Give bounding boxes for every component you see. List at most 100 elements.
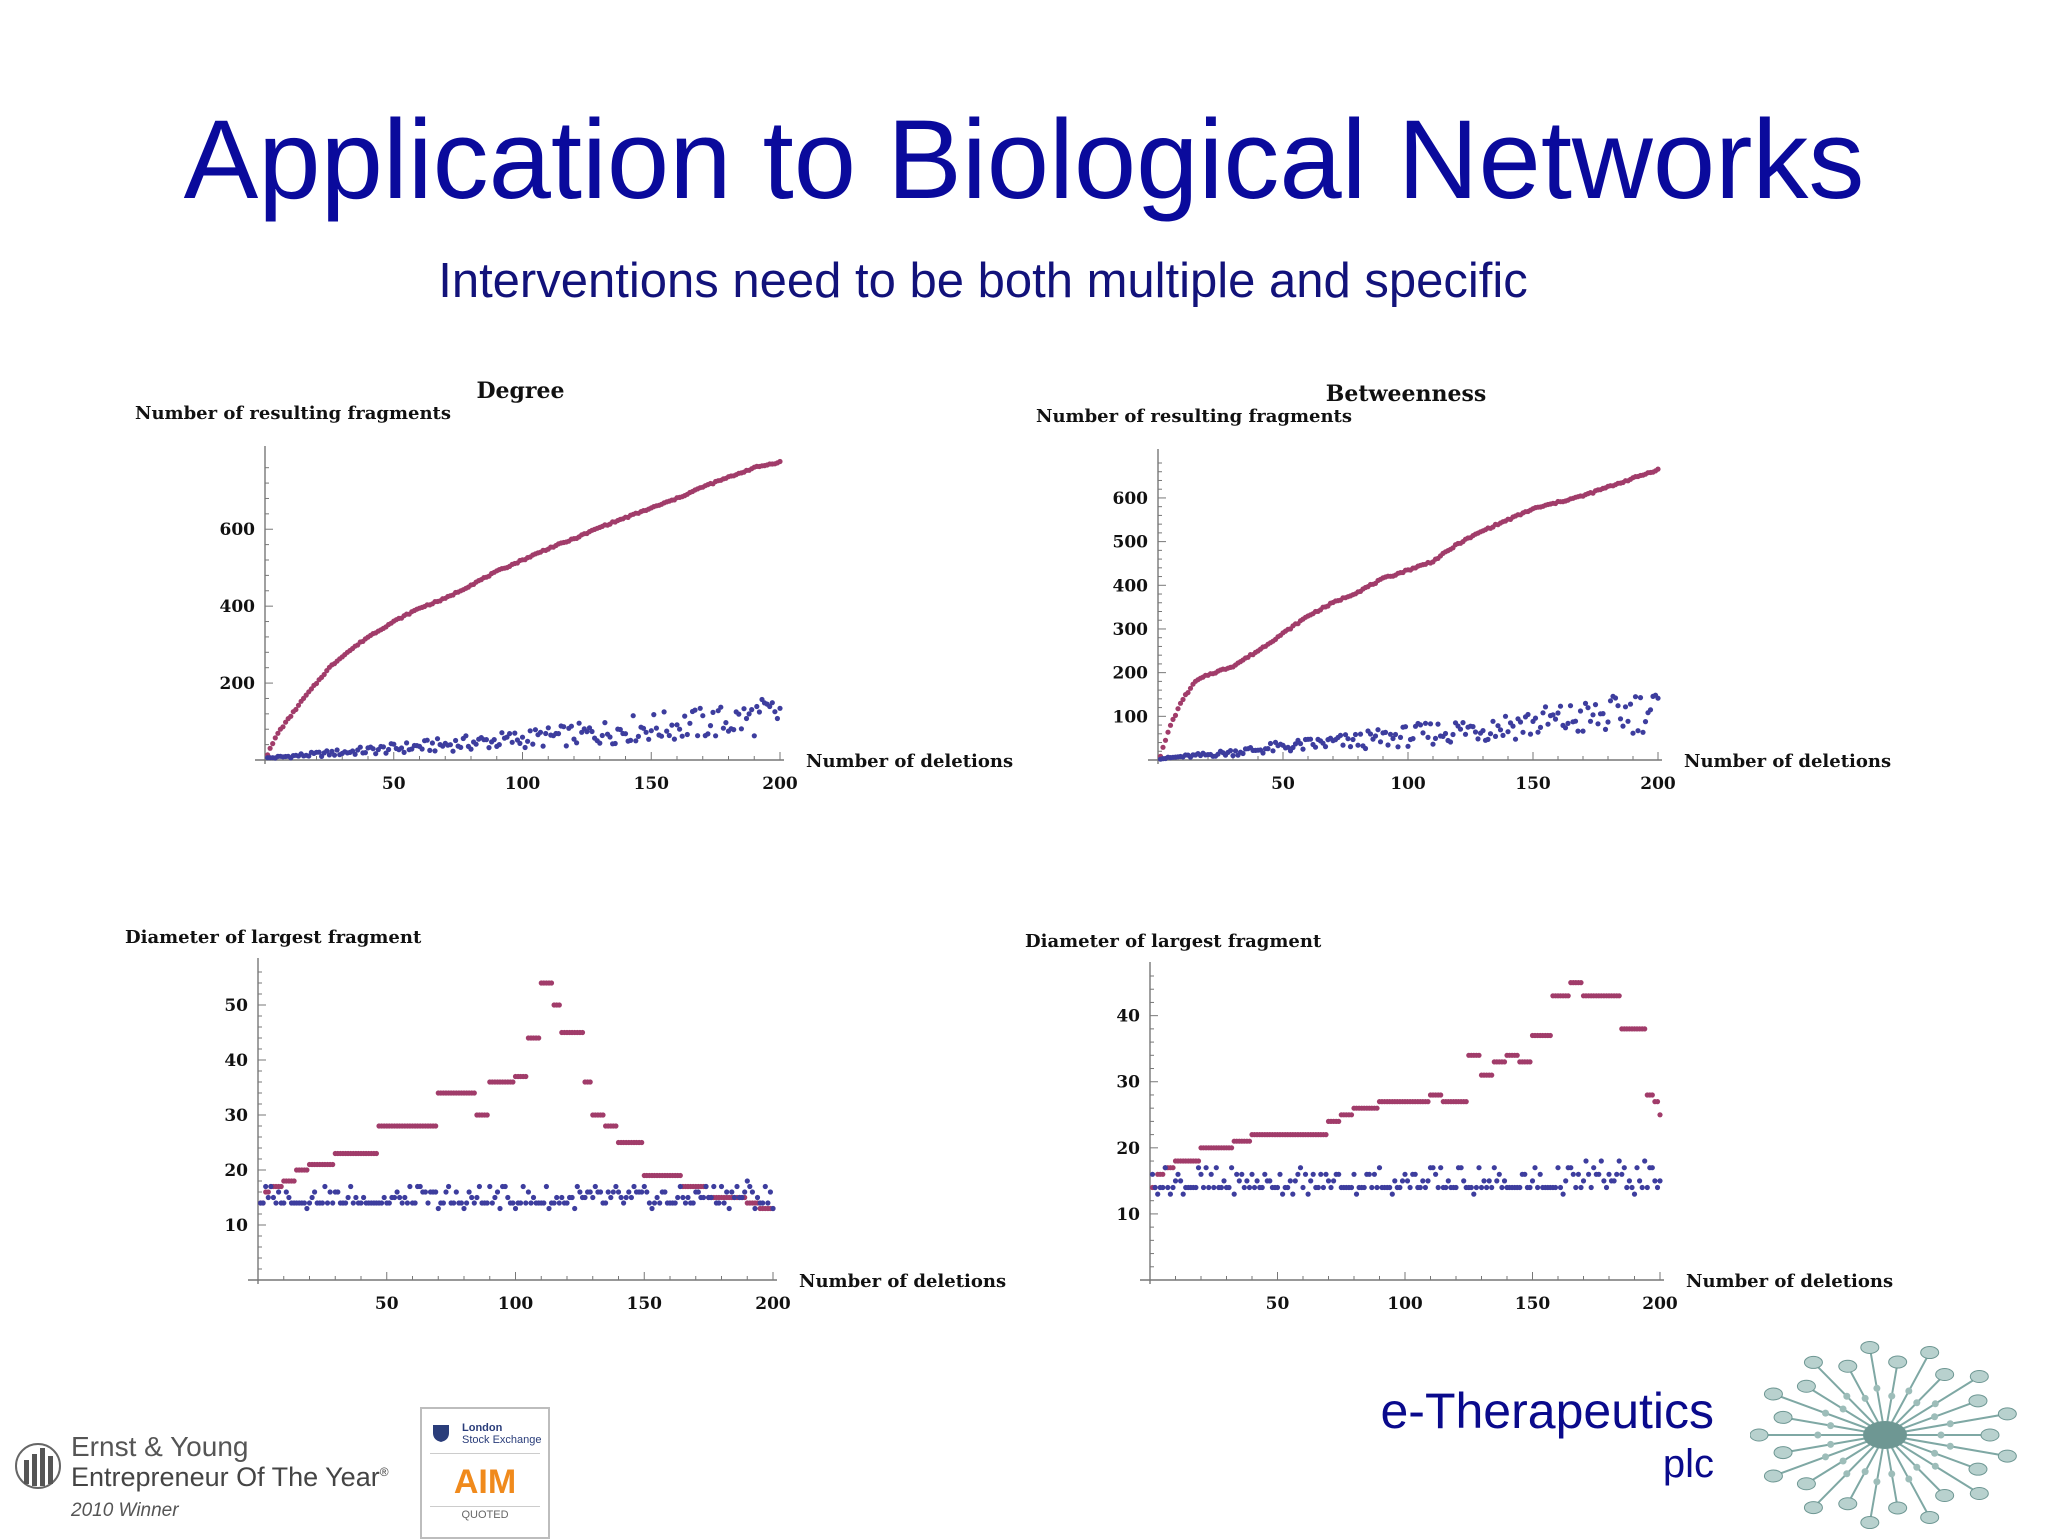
targeted-point bbox=[311, 682, 317, 689]
targeted-point bbox=[1461, 1099, 1467, 1105]
random-point bbox=[299, 1200, 305, 1206]
targeted-point bbox=[440, 596, 446, 602]
targeted-point bbox=[767, 461, 773, 467]
company-brand: e-Therapeutics plc bbox=[1381, 1383, 1715, 1489]
random-point bbox=[1505, 729, 1511, 735]
random-point bbox=[314, 1200, 320, 1206]
targeted-point bbox=[1458, 1099, 1464, 1105]
random-point bbox=[581, 726, 587, 732]
targeted-point bbox=[708, 1194, 714, 1201]
random-point bbox=[291, 1200, 297, 1206]
random-point bbox=[1417, 1184, 1423, 1191]
random-point bbox=[476, 1183, 482, 1190]
targeted-point bbox=[662, 1172, 668, 1179]
targeted-point bbox=[723, 475, 729, 481]
random-point bbox=[690, 1200, 696, 1206]
random-point bbox=[615, 1189, 622, 1195]
targeted-point bbox=[1440, 1099, 1446, 1105]
targeted-point bbox=[404, 1123, 410, 1129]
targeted-point bbox=[1313, 1132, 1319, 1138]
random-point bbox=[273, 1200, 279, 1206]
random-point bbox=[1555, 710, 1561, 716]
random-point bbox=[1372, 733, 1379, 739]
targeted-point bbox=[1550, 993, 1556, 999]
targeted-point bbox=[337, 656, 343, 662]
random-point bbox=[1162, 755, 1169, 762]
random-point bbox=[283, 1189, 289, 1195]
random-point bbox=[1478, 1184, 1485, 1191]
random-point bbox=[1614, 1171, 1620, 1177]
random-point bbox=[502, 1183, 508, 1190]
random-point bbox=[1230, 753, 1236, 759]
targeted-point bbox=[1505, 516, 1511, 522]
targeted-point bbox=[1465, 535, 1471, 541]
x-tick-label: 200 bbox=[762, 774, 798, 794]
random-point bbox=[522, 744, 528, 751]
random-point bbox=[746, 711, 752, 717]
logo-inner-node bbox=[1931, 1462, 1939, 1470]
targeted-point bbox=[1167, 722, 1174, 728]
random-point bbox=[1380, 730, 1386, 736]
random-point bbox=[568, 723, 575, 729]
random-point bbox=[1229, 1165, 1235, 1171]
targeted-point bbox=[260, 1200, 266, 1206]
random-point bbox=[1310, 741, 1316, 748]
random-point bbox=[1537, 1171, 1543, 1177]
targeted-point bbox=[574, 1029, 580, 1036]
random-point bbox=[1356, 1184, 1362, 1191]
targeted-point bbox=[618, 1139, 624, 1146]
random-point bbox=[365, 745, 371, 751]
targeted-point bbox=[579, 532, 585, 538]
targeted-point bbox=[734, 1194, 740, 1201]
targeted-point bbox=[360, 638, 366, 645]
targeted-point bbox=[1192, 678, 1199, 684]
random-point bbox=[725, 728, 732, 734]
random-point bbox=[724, 1189, 730, 1195]
targeted-point bbox=[363, 1150, 369, 1157]
targeted-point bbox=[1183, 1158, 1189, 1164]
targeted-point bbox=[507, 1079, 513, 1085]
random-point bbox=[1236, 1178, 1242, 1184]
targeted-point bbox=[747, 1200, 753, 1206]
targeted-point bbox=[713, 478, 719, 485]
targeted-point bbox=[1357, 588, 1364, 595]
y-tick-label: 600 bbox=[1113, 489, 1149, 509]
targeted-point bbox=[412, 1123, 418, 1129]
random-point bbox=[1473, 1184, 1479, 1191]
random-point bbox=[540, 743, 546, 749]
targeted-point bbox=[1215, 668, 1221, 674]
random-point bbox=[641, 1183, 647, 1190]
random-point bbox=[1472, 729, 1479, 735]
y-tick-label: 100 bbox=[1113, 707, 1149, 727]
random-point bbox=[561, 1200, 568, 1206]
targeted-point bbox=[622, 514, 629, 520]
targeted-point bbox=[530, 1035, 537, 1041]
logo-inner-node bbox=[1839, 1405, 1847, 1413]
random-point bbox=[608, 1194, 614, 1201]
targeted-point bbox=[1287, 1132, 1293, 1138]
random-point bbox=[366, 1200, 372, 1206]
random-point bbox=[1315, 1184, 1321, 1191]
targeted-point bbox=[572, 1029, 578, 1036]
random-point bbox=[398, 745, 405, 751]
targeted-point bbox=[1170, 716, 1176, 723]
targeted-point bbox=[649, 1172, 655, 1179]
targeted-point bbox=[464, 1090, 470, 1096]
random-point bbox=[756, 709, 763, 715]
targeted-point bbox=[615, 517, 621, 524]
random-point bbox=[332, 1189, 338, 1195]
random-point bbox=[695, 733, 701, 739]
random-point bbox=[1495, 723, 1501, 729]
targeted-point bbox=[687, 489, 693, 496]
random-point bbox=[535, 732, 541, 738]
random-point bbox=[1175, 754, 1181, 760]
targeted-point bbox=[427, 1123, 434, 1129]
targeted-point bbox=[1240, 657, 1246, 663]
targeted-point bbox=[1642, 471, 1649, 477]
targeted-point bbox=[1510, 514, 1516, 520]
targeted-point bbox=[1557, 993, 1564, 999]
targeted-point bbox=[644, 1172, 650, 1179]
targeted-point bbox=[1525, 508, 1531, 515]
targeted-point bbox=[538, 980, 544, 986]
random-point bbox=[1361, 1184, 1367, 1191]
